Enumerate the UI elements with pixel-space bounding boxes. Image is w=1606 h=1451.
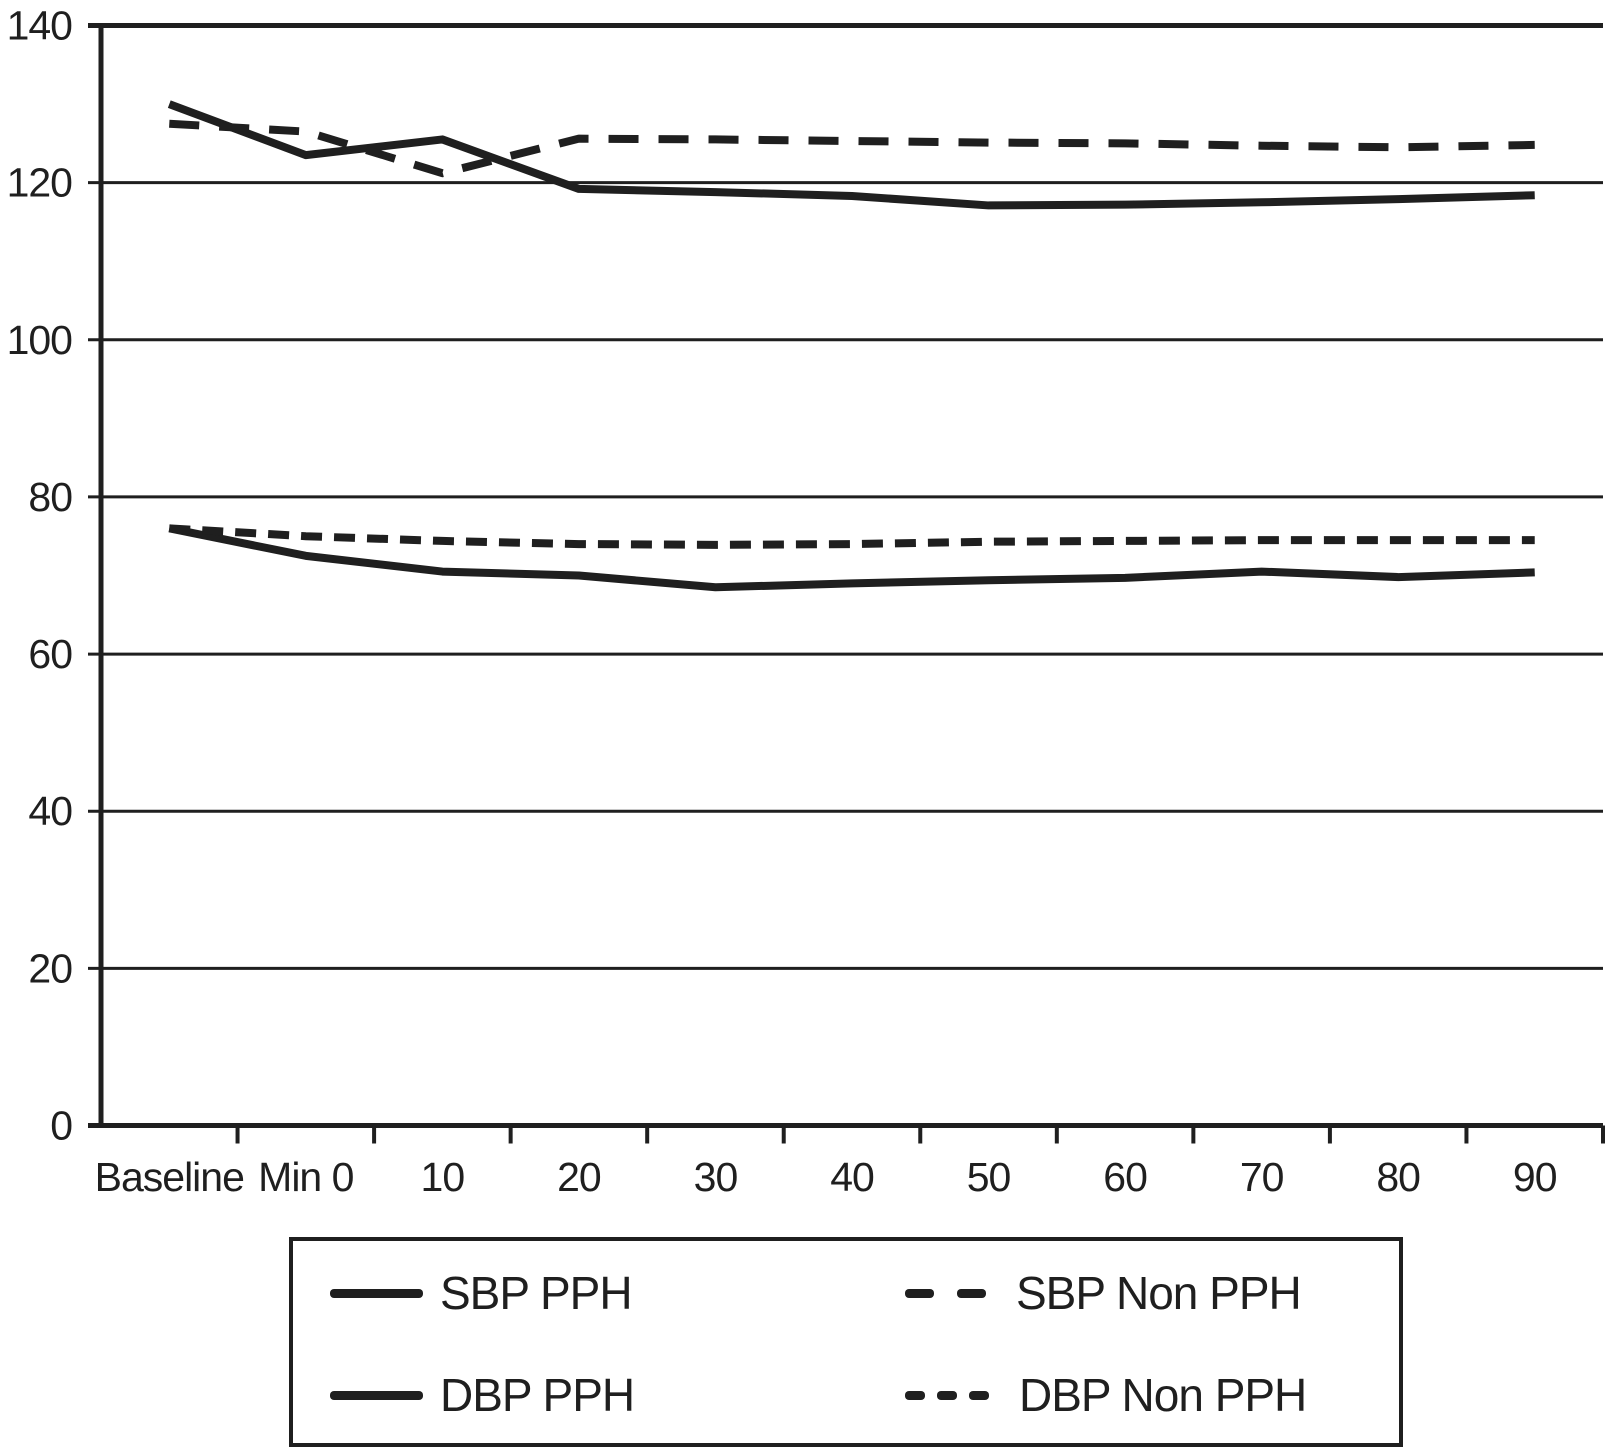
legend-item-dbp-pph: DBP PPH [330, 1369, 635, 1421]
x-axis-label-90: 90 [1513, 1154, 1557, 1200]
legend-label-sbp-pph: SBP PPH [440, 1267, 633, 1319]
y-tick-label-120: 120 [7, 160, 73, 206]
y-tick-label-0: 0 [50, 1103, 72, 1149]
legend-item-sbp-non-pph: SBP Non PPH [905, 1267, 1302, 1319]
x-axis-label-min-0: Min 0 [258, 1154, 353, 1200]
y-tick-label-20: 20 [28, 945, 72, 991]
x-axis-label-baseline: Baseline [95, 1154, 244, 1200]
series-line-sbp-pph [167, 100, 1535, 210]
legend-label-dbp-pph: DBP PPH [440, 1369, 635, 1421]
long-dash-line-sample [905, 1288, 986, 1298]
y-tick-label-140: 140 [7, 3, 73, 49]
short-dash-line-sample [905, 1390, 989, 1400]
legend-label-sbp-non-pph: SBP Non PPH [1016, 1267, 1302, 1319]
y-tick-label-60: 60 [28, 631, 72, 677]
x-axis-label-30: 30 [694, 1154, 738, 1200]
y-tick-label-100: 100 [7, 317, 73, 363]
series-line-dbp-pph [168, 524, 1535, 592]
chart-plot-area: 0 20 40 60 80 100 120 140 Baseline Min 0 10 20 30 40 5… [7, 3, 1605, 1200]
chart-legend: SBP PPH SBP Non PPH DBP PPH DBP Non PPH [289, 1237, 1403, 1447]
x-axis-label-80: 80 [1376, 1154, 1420, 1200]
y-tick-label-40: 40 [28, 788, 72, 834]
y-tick-label-80: 80 [28, 474, 72, 520]
solid-line-sample [330, 1390, 423, 1400]
x-axis-label-40: 40 [830, 1154, 874, 1200]
legend-label-dbp-non-pph: DBP Non PPH [1019, 1369, 1307, 1421]
legend-item-dbp-non-pph: DBP Non PPH [905, 1369, 1307, 1421]
x-axis-label-20: 20 [557, 1154, 601, 1200]
x-axis-label-70: 70 [1240, 1154, 1284, 1200]
legend-item-sbp-pph: SBP PPH [330, 1267, 633, 1319]
series-line-dbp-non-pph [169, 524, 1535, 549]
x-axis-label-50: 50 [967, 1154, 1011, 1200]
x-axis-label-60: 60 [1103, 1154, 1147, 1200]
x-axis-label-10: 10 [421, 1154, 465, 1200]
solid-line-sample [330, 1288, 423, 1298]
series-line-sbp-non-pph [169, 119, 1535, 178]
